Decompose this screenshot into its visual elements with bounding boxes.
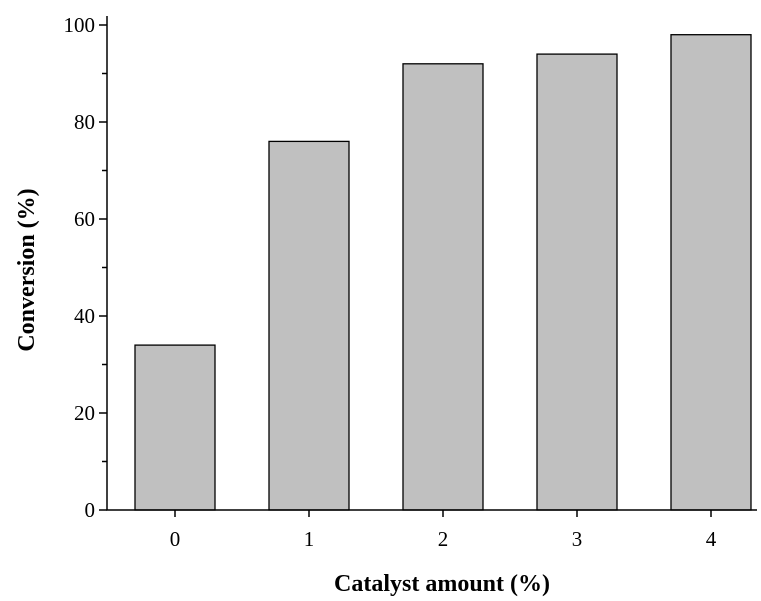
x-tick-label: 3 [572, 527, 583, 551]
y-ticks-group: 0 20 40 60 80 100 [64, 13, 107, 522]
bar-1 [268, 140, 350, 511]
x-tick-label: 0 [170, 527, 181, 551]
bar-3 [536, 53, 618, 511]
y-axis-label: Conversion (%) [14, 188, 40, 351]
x-tick-label: 4 [706, 527, 717, 551]
y-tick-label: 80 [74, 110, 95, 134]
bar-2 [402, 63, 484, 511]
bar-4 [670, 34, 752, 511]
y-tick-label: 0 [85, 498, 96, 522]
bar-0 [134, 344, 216, 511]
y-tick-label: 100 [64, 13, 96, 37]
y-tick-label: 20 [74, 401, 95, 425]
y-tick-label: 40 [74, 304, 95, 328]
x-axis-label: Catalyst amount (%) [334, 571, 550, 597]
x-ticks-group: 0 1 2 3 4 [170, 510, 717, 551]
y-tick-label: 60 [74, 207, 95, 231]
x-tick-label: 1 [304, 527, 315, 551]
bars-group [134, 34, 752, 511]
x-tick-label: 2 [438, 527, 449, 551]
